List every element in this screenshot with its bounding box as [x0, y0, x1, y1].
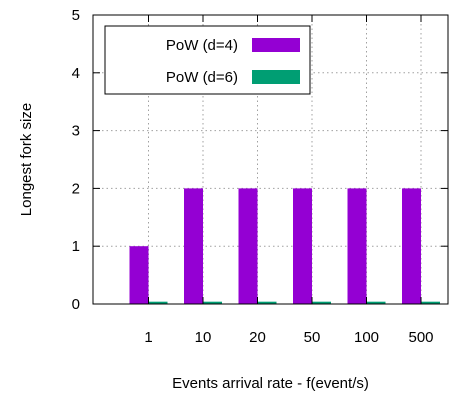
bars-group — [129, 188, 440, 304]
y-tick-label: 3 — [72, 123, 80, 140]
bar-pow-d4 — [129, 246, 149, 304]
legend: PoW (d=4) PoW (d=6) — [104, 25, 311, 95]
x-tick-label: 100 — [354, 329, 379, 346]
y-tick-label: 5 — [72, 7, 80, 24]
bar-pow-d6 — [312, 301, 331, 304]
bar-pow-d4 — [347, 188, 367, 304]
bar-pow-d4 — [184, 188, 203, 304]
y-tick-label: 1 — [72, 238, 80, 255]
bar-pow-d4 — [238, 188, 258, 304]
legend-swatch-pow-d6 — [252, 70, 300, 84]
y-tick-label: 0 — [72, 296, 80, 313]
ticks-group: 0 1 2 3 4 5 1 10 20 50 100 500 — [72, 7, 448, 346]
y-tick-label: 4 — [72, 65, 80, 82]
legend-swatch-pow-d4 — [252, 38, 300, 52]
bar-pow-d6 — [366, 301, 386, 304]
bar-pow-d6 — [257, 301, 277, 304]
y-axis-label: Longest fork size — [18, 103, 35, 216]
x-tick-label: 500 — [408, 329, 433, 346]
bar-pow-d6 — [148, 301, 168, 304]
x-tick-label: 50 — [304, 329, 321, 346]
bar-pow-d6 — [421, 301, 440, 304]
legend-label-pow-d6: PoW (d=6) — [166, 69, 238, 86]
bar-pow-d6 — [203, 301, 222, 304]
x-tick-label: 20 — [249, 329, 266, 346]
y-tick-label: 2 — [72, 180, 80, 197]
bar-pow-d4 — [293, 188, 312, 304]
x-tick-label: 10 — [195, 329, 212, 346]
legend-label-pow-d4: PoW (d=4) — [166, 37, 238, 54]
x-axis-label: Events arrival rate - f(event/s) — [172, 375, 369, 392]
x-tick-label: 1 — [144, 329, 152, 346]
bar-pow-d4 — [402, 188, 421, 304]
plot-frame — [92, 14, 449, 305]
